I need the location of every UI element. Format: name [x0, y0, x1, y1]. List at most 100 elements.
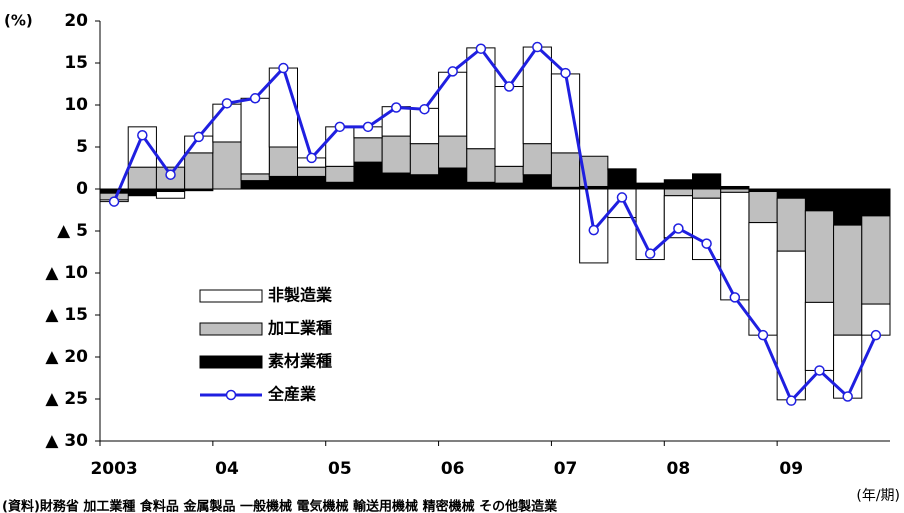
bar-segment — [381, 172, 411, 190]
bar-segment — [692, 188, 722, 199]
x-tick-label: 09 — [779, 459, 803, 479]
bar-segment — [720, 191, 750, 301]
bar-segment — [438, 71, 468, 137]
bar-segment — [268, 175, 298, 190]
line-point — [560, 67, 571, 79]
x-tick-label: 05 — [328, 459, 352, 479]
y-tick-label: ▲ 25 — [45, 389, 88, 409]
line-point — [193, 131, 204, 143]
y-tick-label: 0 — [76, 179, 88, 199]
line-point — [447, 66, 458, 77]
bar-segment — [692, 197, 722, 261]
bar-segment — [155, 191, 186, 199]
line-point — [391, 102, 402, 113]
bar-segment — [692, 173, 722, 190]
bar-segment — [297, 166, 327, 177]
line-point — [644, 248, 656, 259]
line-point — [503, 81, 515, 92]
bar-segment — [550, 73, 581, 154]
bar-segment — [99, 188, 129, 194]
bar-segment — [127, 166, 157, 190]
footnote: (資料)財務省 加工業種 食料品 金属製品 一般機械 電気機械 輸送用機械 精密… — [2, 499, 558, 513]
line-point — [362, 121, 374, 133]
bar-segment — [268, 146, 298, 177]
bar-segment — [409, 174, 440, 190]
bar-segment — [494, 182, 524, 190]
line-point — [673, 223, 684, 234]
bar-segment — [833, 188, 863, 226]
line-point — [221, 98, 233, 109]
bar-segment — [381, 135, 411, 174]
line-point — [249, 93, 261, 104]
x-tick-label: 07 — [554, 459, 578, 479]
bar-segment — [325, 181, 355, 190]
bar-segment — [184, 152, 214, 190]
x-tick-label: 2003 — [90, 459, 137, 479]
bar-segment — [748, 191, 778, 224]
bar-segment — [353, 161, 383, 190]
line-point — [306, 152, 317, 164]
line-point — [729, 292, 741, 303]
bar-segment — [325, 165, 355, 183]
x-unit-label: (年/期) — [856, 488, 900, 504]
y-tick-label: 20 — [64, 11, 88, 31]
y-tick-label: ▲ 15 — [45, 305, 88, 325]
bar-segment — [776, 197, 806, 252]
bar-segment — [804, 210, 835, 303]
y-tick-label: ▲ 5 — [57, 221, 88, 241]
bar-segment — [438, 167, 468, 190]
line-point — [588, 224, 599, 236]
x-tick-label: 08 — [667, 459, 691, 479]
legend-swatch — [199, 322, 263, 336]
line-point — [842, 391, 853, 402]
bar-segment — [804, 301, 835, 371]
line-point — [532, 41, 543, 53]
x-tick-label: 04 — [215, 459, 239, 479]
legend-label: 加工業種 — [267, 319, 332, 338]
legend-swatch — [199, 355, 263, 369]
legend-label: 非製造業 — [268, 286, 333, 305]
bar-segment — [127, 188, 157, 197]
y-unit-label: (%) — [4, 12, 33, 30]
bar-segment — [438, 135, 468, 169]
bar-segment — [212, 103, 242, 143]
line-point — [870, 329, 882, 341]
bar-segment — [494, 86, 524, 167]
bar-segment — [466, 47, 496, 150]
line — [112, 44, 878, 404]
bar-segment — [297, 175, 327, 190]
line-point — [108, 196, 120, 207]
bar-segment — [466, 181, 496, 190]
bar-segment — [635, 188, 665, 261]
line-point — [701, 238, 712, 249]
bar-segment — [522, 174, 552, 190]
line-point — [278, 62, 289, 74]
bar-segment — [663, 179, 693, 190]
legend-label: 全産業 — [267, 385, 317, 404]
line-point — [334, 121, 346, 133]
bar-segment — [635, 182, 665, 190]
line-point — [475, 43, 487, 54]
y-tick-label: ▲ 20 — [45, 347, 88, 367]
bar-segment — [776, 188, 806, 199]
line-point — [137, 129, 148, 141]
bar-segment — [833, 224, 863, 336]
y-tick-label: ▲ 30 — [45, 431, 88, 451]
x-tick-label: 06 — [441, 459, 465, 479]
line-point — [814, 365, 825, 376]
bar-segment — [748, 222, 778, 336]
y-tick-label: ▲ 10 — [45, 263, 88, 283]
bar-segment — [325, 126, 355, 167]
y-tick-label: 10 — [64, 95, 88, 115]
line-point — [757, 329, 769, 341]
bar-segment — [409, 143, 440, 176]
bar-segment — [240, 97, 270, 175]
bar-segment — [607, 169, 637, 190]
legend-swatch — [199, 289, 263, 303]
bar-segment — [466, 148, 496, 183]
bar-segment — [268, 67, 298, 148]
line-point — [165, 169, 176, 180]
bar-segment — [353, 137, 383, 163]
bar-segment — [212, 141, 242, 190]
y-tick-label: 15 — [64, 53, 88, 73]
